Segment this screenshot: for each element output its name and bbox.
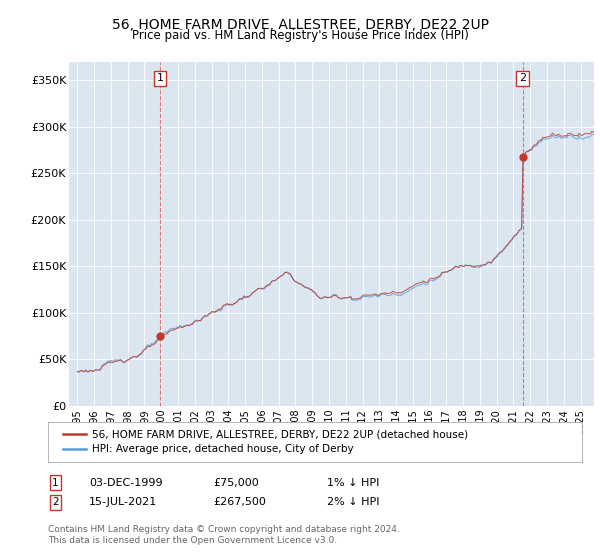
Text: 1% ↓ HPI: 1% ↓ HPI — [327, 478, 379, 488]
Text: £75,000: £75,000 — [213, 478, 259, 488]
Text: 1: 1 — [157, 73, 163, 83]
Legend: 56, HOME FARM DRIVE, ALLESTREE, DERBY, DE22 2UP (detached house), HPI: Average p: 56, HOME FARM DRIVE, ALLESTREE, DERBY, D… — [59, 425, 472, 459]
Text: £267,500: £267,500 — [213, 497, 266, 507]
Text: 03-DEC-1999: 03-DEC-1999 — [89, 478, 163, 488]
Text: 15-JUL-2021: 15-JUL-2021 — [89, 497, 157, 507]
Text: 1: 1 — [52, 478, 59, 488]
Text: Price paid vs. HM Land Registry's House Price Index (HPI): Price paid vs. HM Land Registry's House … — [131, 29, 469, 42]
Text: 2: 2 — [52, 497, 59, 507]
Text: Contains HM Land Registry data © Crown copyright and database right 2024.
This d: Contains HM Land Registry data © Crown c… — [48, 525, 400, 545]
Text: 2: 2 — [519, 73, 526, 83]
Text: 56, HOME FARM DRIVE, ALLESTREE, DERBY, DE22 2UP: 56, HOME FARM DRIVE, ALLESTREE, DERBY, D… — [112, 18, 488, 32]
Text: 2% ↓ HPI: 2% ↓ HPI — [327, 497, 380, 507]
